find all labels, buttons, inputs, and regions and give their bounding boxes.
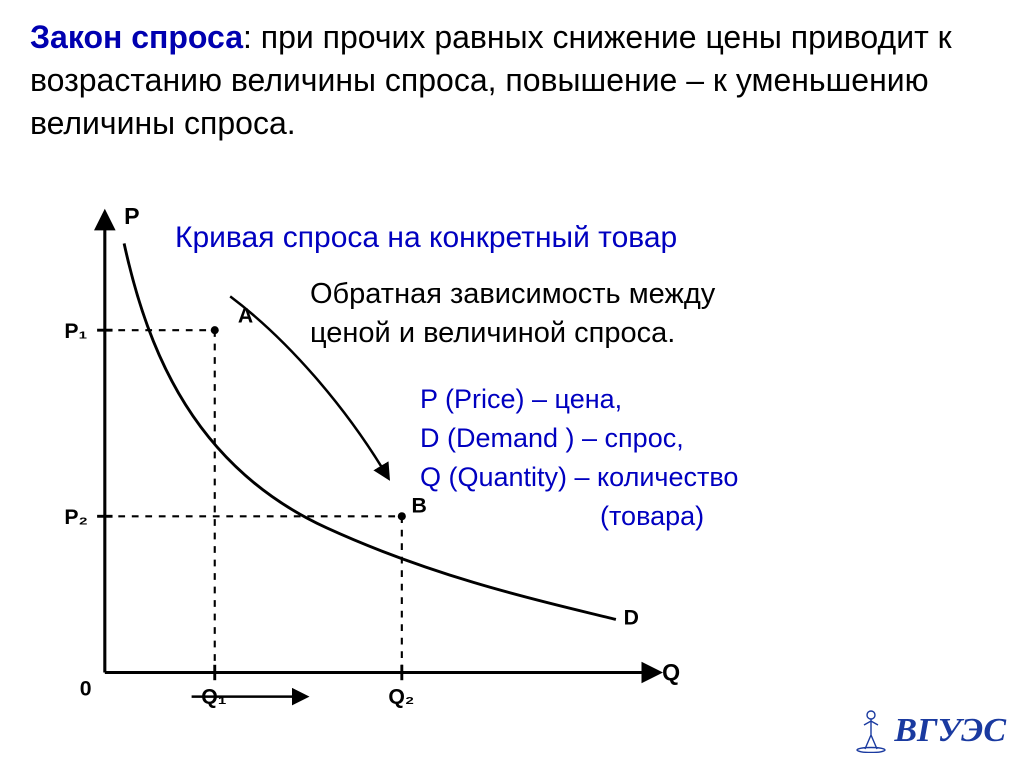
point-b	[398, 512, 406, 520]
point-a	[211, 326, 219, 334]
title-lead: Закон спроса	[30, 19, 243, 55]
label-origin: 0	[80, 678, 92, 701]
label-p-axis: P	[124, 203, 139, 229]
label-q1: Q₁	[201, 685, 226, 708]
label-d: D	[624, 606, 639, 629]
label-a: A	[238, 304, 253, 327]
logo: ВГУЭС	[854, 709, 1006, 753]
label-p1: P₁	[64, 320, 87, 343]
logo-figure-icon	[854, 709, 888, 753]
demand-curve	[124, 243, 616, 619]
label-p2: P₂	[64, 506, 88, 529]
label-b: B	[411, 494, 426, 517]
title-block: Закон спроса: при прочих равных снижение…	[30, 16, 994, 146]
label-q-axis: Q	[662, 659, 680, 685]
curve-move-arrow	[230, 296, 386, 474]
demand-curve-diagram: P Q 0 P₁ P₂ Q₁ Q₂ A B D	[25, 200, 715, 740]
label-q2: Q₂	[388, 685, 414, 708]
logo-text: ВГУЭС	[894, 712, 1006, 750]
